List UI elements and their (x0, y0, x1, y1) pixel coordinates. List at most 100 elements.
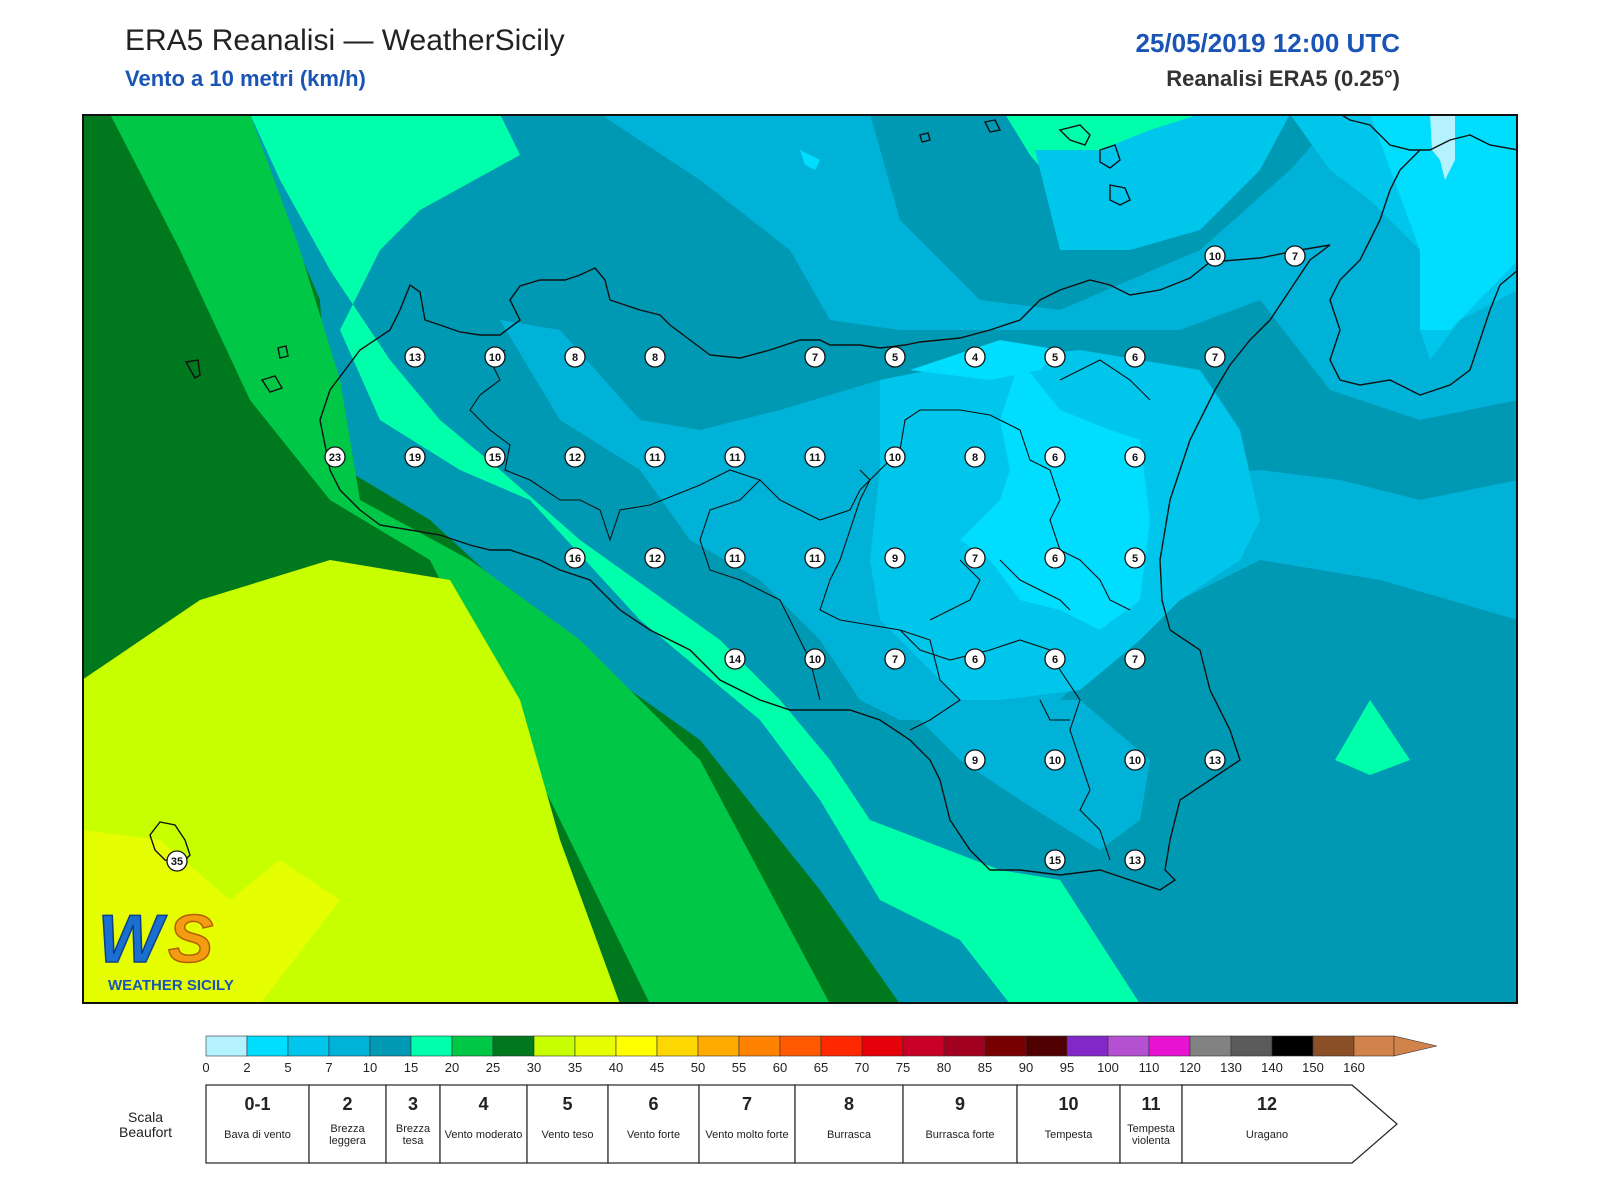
station-marker: 7 (884, 648, 906, 670)
beaufort-scale: 0-1 Bava di vento 2 Brezza leggera 3 Brezza tes… (205, 1084, 1398, 1164)
station-marker: 5 (1124, 547, 1146, 569)
station-circle (1204, 346, 1226, 368)
station-value: 10 (809, 654, 821, 666)
colorbar-swatch (697, 1035, 740, 1057)
island-vulcano (1109, 184, 1131, 206)
station-marker: 6 (1124, 446, 1146, 468)
station-marker: 35 (166, 850, 188, 872)
station-marker: 6 (1044, 446, 1066, 468)
colorbar-swatch (246, 1035, 289, 1057)
colorbar-tick: 35 (568, 1060, 582, 1075)
colorbar-tick: 70 (855, 1060, 869, 1075)
colorbar-tick: 50 (691, 1060, 705, 1075)
beaufort-force: 6 (648, 1094, 658, 1114)
station-circle (964, 346, 986, 368)
station-value: 13 (1209, 755, 1221, 767)
island-egadi-2 (260, 375, 284, 393)
beaufort-cell: 3 Brezza tesa (385, 1084, 441, 1164)
station-marker: 7 (1124, 648, 1146, 670)
colorbar-tick: 80 (937, 1060, 951, 1075)
station-value: 5 (892, 352, 898, 364)
station-value: 7 (812, 352, 818, 364)
station-marker: 5 (884, 346, 906, 368)
station-circle (1124, 547, 1146, 569)
beaufort-cell: 4 Vento moderato (439, 1084, 528, 1164)
colorbar-tick: 45 (650, 1060, 664, 1075)
station-marker: 23 (324, 446, 346, 468)
station-value: 5 (1052, 352, 1058, 364)
colorbar-swatch (328, 1035, 371, 1057)
station-marker: 6 (964, 648, 986, 670)
station-value: 15 (489, 452, 501, 464)
colorbar-tick: 40 (609, 1060, 623, 1075)
colorbar-swatch (205, 1035, 248, 1057)
station-circle (484, 346, 506, 368)
beaufort-label: Vento molto forte (705, 1129, 788, 1141)
station-circle (564, 446, 586, 468)
station-marker: 10 (484, 346, 506, 368)
station-marker: 13 (404, 346, 426, 368)
station-value: 11 (729, 452, 741, 464)
wind-map: 13 10 8 8 7 5 4 5 6 7 10 7 23 19 15 12 11 11 11 10 8 6 6 16 12 11… (82, 114, 1518, 1004)
colorbar-tick: 30 (527, 1060, 541, 1075)
station-circle (564, 346, 586, 368)
station-value: 10 (1049, 755, 1061, 767)
station-marker: 8 (644, 346, 666, 368)
beaufort-cell: 9 Burrasca forte (902, 1084, 1018, 1164)
island-salina (983, 119, 1002, 133)
beaufort-cell: 12 Uragano (1181, 1084, 1398, 1164)
station-circle (1124, 749, 1146, 771)
station-value: 23 (329, 452, 341, 464)
colorbar-tick: 7 (325, 1060, 332, 1075)
station-circle (1044, 547, 1066, 569)
station-marker: 10 (1044, 749, 1066, 771)
station-value: 7 (892, 654, 898, 666)
station-value: 6 (1052, 452, 1058, 464)
beaufort-label: Burrasca (827, 1129, 872, 1141)
station-value: 6 (972, 654, 978, 666)
colorbar-swatch (1230, 1035, 1273, 1057)
station-circle (1044, 849, 1066, 871)
weather-sicily-logo: W S WEATHER SICILY (97, 900, 234, 994)
colorbar-swatch (984, 1035, 1027, 1057)
station-marker: 11 (804, 547, 826, 569)
colorbar-tick: 60 (773, 1060, 787, 1075)
station-value: 7 (972, 553, 978, 565)
colorbar-tick: 85 (978, 1060, 992, 1075)
station-value: 8 (572, 352, 578, 364)
station-circle (1124, 446, 1146, 468)
station-circle (484, 446, 506, 468)
station-marker: 10 (1124, 749, 1146, 771)
station-value: 5 (1132, 553, 1138, 565)
colorbar-tick-labels: 0 2 5 7 10 15 20 25 30 35 40 45 50 55 60 65 70 75 80 85 90 95… (202, 1060, 1364, 1075)
station-marker: 11 (724, 547, 746, 569)
station-marker: 15 (484, 446, 506, 468)
colorbar-tick: 55 (732, 1060, 746, 1075)
beaufort-title: Scala Beaufort (119, 1109, 172, 1140)
station-marker: 13 (1124, 849, 1146, 871)
island-alicudi (919, 132, 931, 143)
station-marker: 10 (1204, 245, 1226, 267)
station-marker: 8 (564, 346, 586, 368)
station-marker: 10 (884, 446, 906, 468)
beaufort-label: Vento moderato (445, 1129, 523, 1141)
colorbar-swatch (615, 1035, 658, 1057)
colorbar-tick: 100 (1097, 1060, 1119, 1075)
colorbar-swatch (1189, 1035, 1232, 1057)
station-value: 12 (649, 553, 661, 565)
station-marker: 9 (964, 749, 986, 771)
beaufort-label: Burrasca forte (925, 1129, 994, 1141)
station-value: 19 (409, 452, 421, 464)
station-value: 6 (1052, 654, 1058, 666)
beaufort-cell: 5 Vento teso (526, 1084, 609, 1164)
colorbar-swatch (1148, 1035, 1191, 1057)
station-marker: 6 (1124, 346, 1146, 368)
station-marker: 7 (804, 346, 826, 368)
station-circle (804, 446, 826, 468)
station-marker: 11 (804, 446, 826, 468)
station-circle (1124, 346, 1146, 368)
beaufort-cell: 10 Tempesta (1016, 1084, 1121, 1164)
station-circle (724, 648, 746, 670)
station-value: 11 (809, 553, 821, 565)
colorbar-tick: 90 (1019, 1060, 1033, 1075)
